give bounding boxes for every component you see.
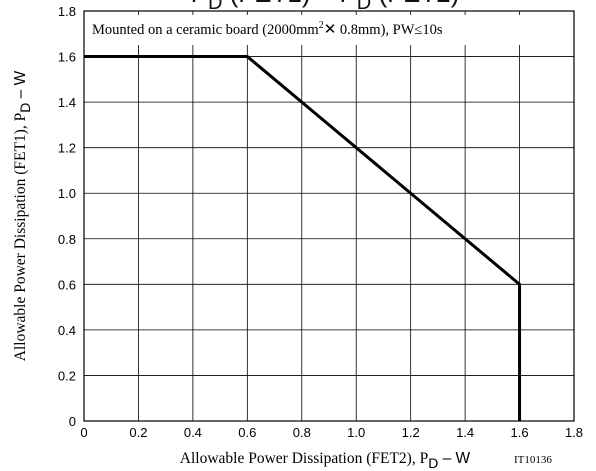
title-left-main: P: [191, 0, 208, 8]
x-tick-label: 0.8: [293, 425, 311, 440]
grid: [83, 10, 575, 422]
y-tick-label: 1.8: [58, 4, 76, 19]
x-axis-label-unit: – W: [438, 450, 470, 467]
title-right-paren: (FET2): [371, 0, 459, 8]
x-tick-labels: 0 0.2 0.4 0.6 0.8 1.0 1.2 1.4 1.6 1.8: [80, 425, 583, 440]
x-tick-label: 0: [80, 425, 87, 440]
series: [84, 55, 522, 421]
title-right-sub: D: [357, 0, 371, 14]
x-tick-label: 1.2: [402, 425, 420, 440]
annotation-prefix: Mounted on a ceramic board (2000mm: [92, 22, 319, 38]
x-axis-label-main: Allowable Power Dissipation (FET2), P: [180, 450, 428, 467]
x-axis-label: Allowable Power Dissipation (FET2), PD –…: [180, 450, 471, 471]
x-tick-label: 1.6: [511, 425, 529, 440]
annotation-text: Mounted on a ceramic board (2000mm2✕ 0.8…: [92, 20, 443, 38]
y-tick-label: 1.2: [58, 141, 76, 156]
y-tick-label: 1.0: [58, 186, 76, 201]
y-tick-label: 0: [69, 414, 76, 429]
x-tick-label: 0.2: [129, 425, 147, 440]
annotation-background: [89, 15, 571, 45]
y-tick-label: 0.2: [58, 368, 76, 383]
x-tick-label: 1.8: [565, 425, 583, 440]
figure-code: IT10136: [514, 454, 552, 466]
y-tick-label: 0.8: [58, 232, 76, 247]
x-axis-label-sub: D: [428, 455, 438, 471]
y-axis-label: Allowable Power Dissipation (FET1), PD –…: [12, 70, 33, 361]
title-right-main: P: [339, 0, 356, 8]
x-tick-label: 0.4: [184, 425, 202, 440]
chart-title: PD (FET1) – PD (FET2): [191, 0, 460, 14]
y-axis-label-unit: – W: [12, 70, 29, 102]
y-axis-label-main: Allowable Power Dissipation (FET1), P: [12, 113, 29, 361]
y-tick-label: 1.4: [58, 95, 76, 110]
x-tick-label: 1.0: [347, 425, 365, 440]
title-left-sub: D: [208, 0, 222, 14]
y-axis-label-sub: D: [17, 103, 33, 113]
title-left-paren: (FET1): [222, 0, 310, 8]
y-tick-label: 1.6: [58, 50, 76, 65]
x-tick-label: 0.6: [238, 425, 256, 440]
annotation-box: Mounted on a ceramic board (2000mm2✕ 0.8…: [89, 15, 571, 45]
annotation-times: ✕: [324, 21, 337, 38]
x-tick-label: 1.4: [456, 425, 474, 440]
series-line: [84, 55, 522, 421]
annotation-superscript: 2: [319, 20, 324, 31]
svg-text:PD (FET1) – PD (FET2): PD (FET1) – PD (FET2): [191, 0, 460, 14]
y-tick-label: 0.6: [58, 277, 76, 292]
y-tick-labels: 0 0.2 0.4 0.6 0.8 1.0 1.2 1.4 1.6 1.8: [58, 4, 76, 429]
annotation-suffix: 0.8mm), PW≤10s: [336, 22, 443, 38]
y-tick-label: 0.4: [58, 323, 76, 338]
plot-frame: [83, 10, 575, 422]
title-separator: –: [311, 0, 340, 8]
